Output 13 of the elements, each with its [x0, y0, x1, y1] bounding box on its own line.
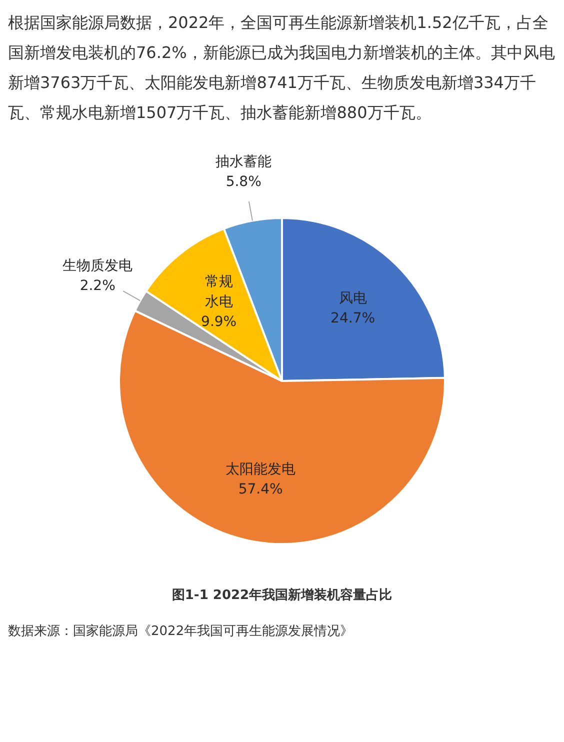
text: 根据国家能源局数据，2022年，全国可再生能源新增装机1.52亿千瓦，占全国新增发电装机的76.2%，新能源已成为我国电力新增装机的主体。其中风电新增3763万千瓦、太阳能发电新增8741万千瓦、生物质发电新增334万千瓦、常规水电新增1507万千瓦、抽水蓄能新增880万千瓦。	[8, 12, 556, 124]
slice-label: 太阳能发电	[226, 461, 296, 478]
data-label: 24.7%	[330, 310, 376, 327]
text: 图1-1 2022年我国新增装机容量占比	[170, 586, 394, 604]
slice-label: 生物质发电	[62, 258, 133, 274]
data-label: 2.2%	[80, 278, 116, 294]
data-label: 57.4%	[238, 481, 283, 498]
slice-label: 常规水电	[204, 274, 233, 310]
data-label: 5.8%	[226, 174, 262, 190]
slice-label: 抽水蓄能	[216, 154, 272, 170]
data-label: 9.9%	[201, 314, 237, 330]
source-note: 数据来源：国家能源局《2022年我国可再生能源发展情况》	[8, 623, 354, 640]
slice-label: 风电	[338, 290, 367, 307]
